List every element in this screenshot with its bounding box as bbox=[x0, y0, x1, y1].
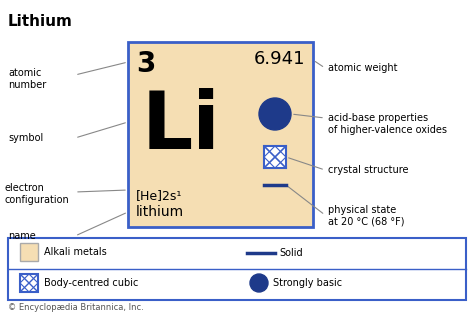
Bar bbox=[8, 238, 466, 300]
Bar bbox=[264, 146, 286, 168]
Text: symbol: symbol bbox=[8, 133, 43, 143]
Text: name: name bbox=[8, 231, 36, 241]
Bar bbox=[20, 243, 38, 261]
Text: electron
configuration: electron configuration bbox=[5, 183, 70, 204]
Text: Lithium: Lithium bbox=[8, 14, 73, 29]
Text: Solid: Solid bbox=[279, 248, 302, 258]
Text: © Encyclopædia Britannica, Inc.: © Encyclopædia Britannica, Inc. bbox=[8, 303, 144, 312]
Text: 3: 3 bbox=[136, 50, 155, 78]
Text: Li: Li bbox=[142, 88, 221, 166]
Text: Strongly basic: Strongly basic bbox=[273, 278, 342, 288]
Text: physical state
at 20 °C (68 °F): physical state at 20 °C (68 °F) bbox=[328, 205, 404, 227]
Text: acid-base properties
of higher-valence oxides: acid-base properties of higher-valence o… bbox=[328, 113, 447, 135]
Text: 6.941: 6.941 bbox=[254, 50, 305, 68]
Text: [He]2s¹: [He]2s¹ bbox=[136, 189, 182, 202]
Text: crystal structure: crystal structure bbox=[328, 165, 409, 175]
Ellipse shape bbox=[250, 274, 268, 292]
Text: atomic
number: atomic number bbox=[8, 68, 46, 90]
Text: atomic weight: atomic weight bbox=[328, 63, 398, 73]
Bar bbox=[20, 274, 38, 292]
Ellipse shape bbox=[259, 98, 291, 130]
Text: Alkali metals: Alkali metals bbox=[44, 247, 107, 257]
Text: Body-centred cubic: Body-centred cubic bbox=[44, 278, 138, 288]
Text: lithium: lithium bbox=[136, 205, 184, 219]
Bar bbox=[128, 42, 313, 227]
